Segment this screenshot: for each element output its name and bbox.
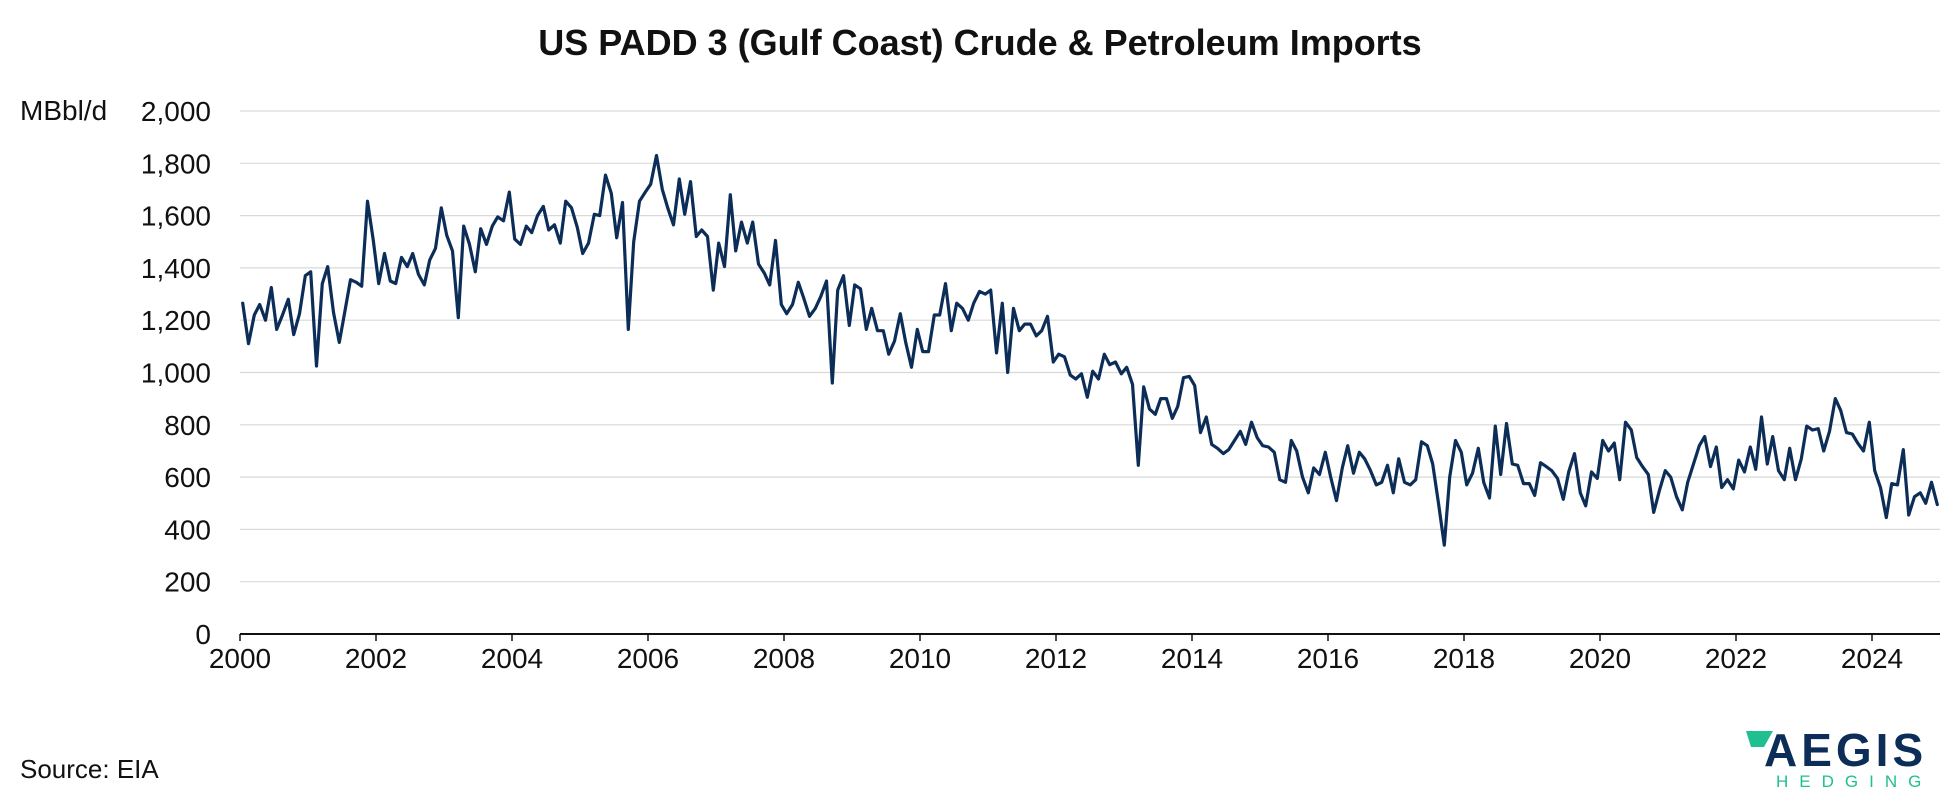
x-tick-label: 2000 — [209, 643, 271, 674]
chart-title: US PADD 3 (Gulf Coast) Crude & Petroleum… — [538, 22, 1421, 63]
x-tick-label: 2022 — [1705, 643, 1767, 674]
y-axis-label: MBbl/d — [20, 95, 107, 126]
y-tick-label: 1,200 — [141, 305, 211, 336]
y-tick-label: 1,800 — [141, 148, 211, 179]
gridlines — [240, 110, 1940, 583]
logo-mark-icon — [1746, 731, 1773, 747]
y-tick-label: 0 — [195, 619, 211, 650]
x-tick-label: 2004 — [481, 643, 543, 674]
y-tick-label: 800 — [164, 410, 211, 441]
source-note: Source: EIA — [20, 754, 159, 784]
x-tick-label: 2024 — [1841, 643, 1903, 674]
aegis-logo: AEGIS HEDGING — [1746, 724, 1932, 791]
x-tick-label: 2016 — [1297, 643, 1359, 674]
x-tick-label: 2002 — [345, 643, 407, 674]
x-tick-label: 2012 — [1025, 643, 1087, 674]
x-tick-label: 2006 — [617, 643, 679, 674]
x-tick-label: 2014 — [1161, 643, 1223, 674]
logo-name: AEGIS — [1764, 724, 1927, 776]
y-axis-ticks: 0 200 400 600 800 1,000 1,200 1,400 1,600 1,800 2,… — [141, 96, 211, 650]
x-tick-label: 2020 — [1569, 643, 1631, 674]
series-line — [241, 153, 1939, 547]
logo-tagline: HEDGING — [1776, 772, 1932, 791]
y-tick-label: 400 — [164, 514, 211, 545]
y-tick-label: 200 — [164, 567, 211, 598]
x-tick-label: 2008 — [753, 643, 815, 674]
y-tick-label: 2,000 — [141, 96, 211, 127]
y-tick-label: 1,000 — [141, 358, 211, 389]
y-tick-label: 600 — [164, 462, 211, 493]
x-axis-ticks: 2000 2002 2004 2006 2008 2010 2012 2014 2016 2018… — [209, 634, 1903, 674]
y-tick-label: 1,600 — [141, 201, 211, 232]
y-tick-label: 1,400 — [141, 253, 211, 284]
x-tick-label: 2018 — [1433, 643, 1495, 674]
series-group — [241, 153, 1939, 547]
x-tick-label: 2010 — [889, 643, 951, 674]
